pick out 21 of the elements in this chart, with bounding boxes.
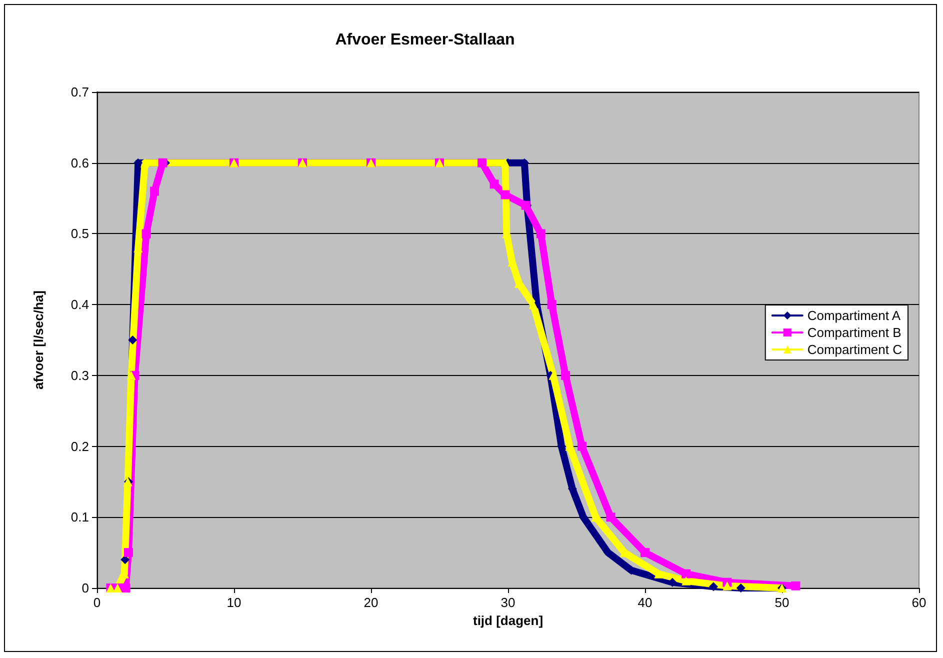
x-tick-label: 10	[226, 595, 242, 610]
x-tick-label: 30	[500, 595, 516, 610]
legend-label: Compartiment B	[807, 325, 902, 340]
y-tick-label: 0.6	[70, 155, 89, 170]
y-tick-label: 0.1	[70, 510, 89, 525]
x-tick-label: 60	[912, 595, 926, 610]
y-tick-label: 0.3	[70, 368, 89, 383]
y-tick-label: 0.2	[70, 438, 89, 454]
chart-title: Afvoer Esmeer-Stallaan	[335, 32, 515, 48]
x-tick-label: 0	[93, 595, 101, 610]
legend-label: Compartiment A	[807, 308, 901, 323]
x-axis-title: tijd [dagen]	[472, 613, 544, 628]
y-tick-label: 0.4	[70, 297, 89, 312]
x-tick-label: 50	[774, 595, 790, 610]
x-tick-label: 40	[638, 595, 652, 610]
x-tick-label: 20	[364, 595, 378, 610]
y-axis-title: afvoer [l/sec/ha]	[31, 290, 46, 390]
y-tick-label: 0.5	[70, 226, 89, 242]
y-tick-label: 0	[82, 580, 89, 596]
legend-label: Compartiment C	[807, 342, 902, 357]
y-tick-label: 0.7	[70, 84, 89, 100]
